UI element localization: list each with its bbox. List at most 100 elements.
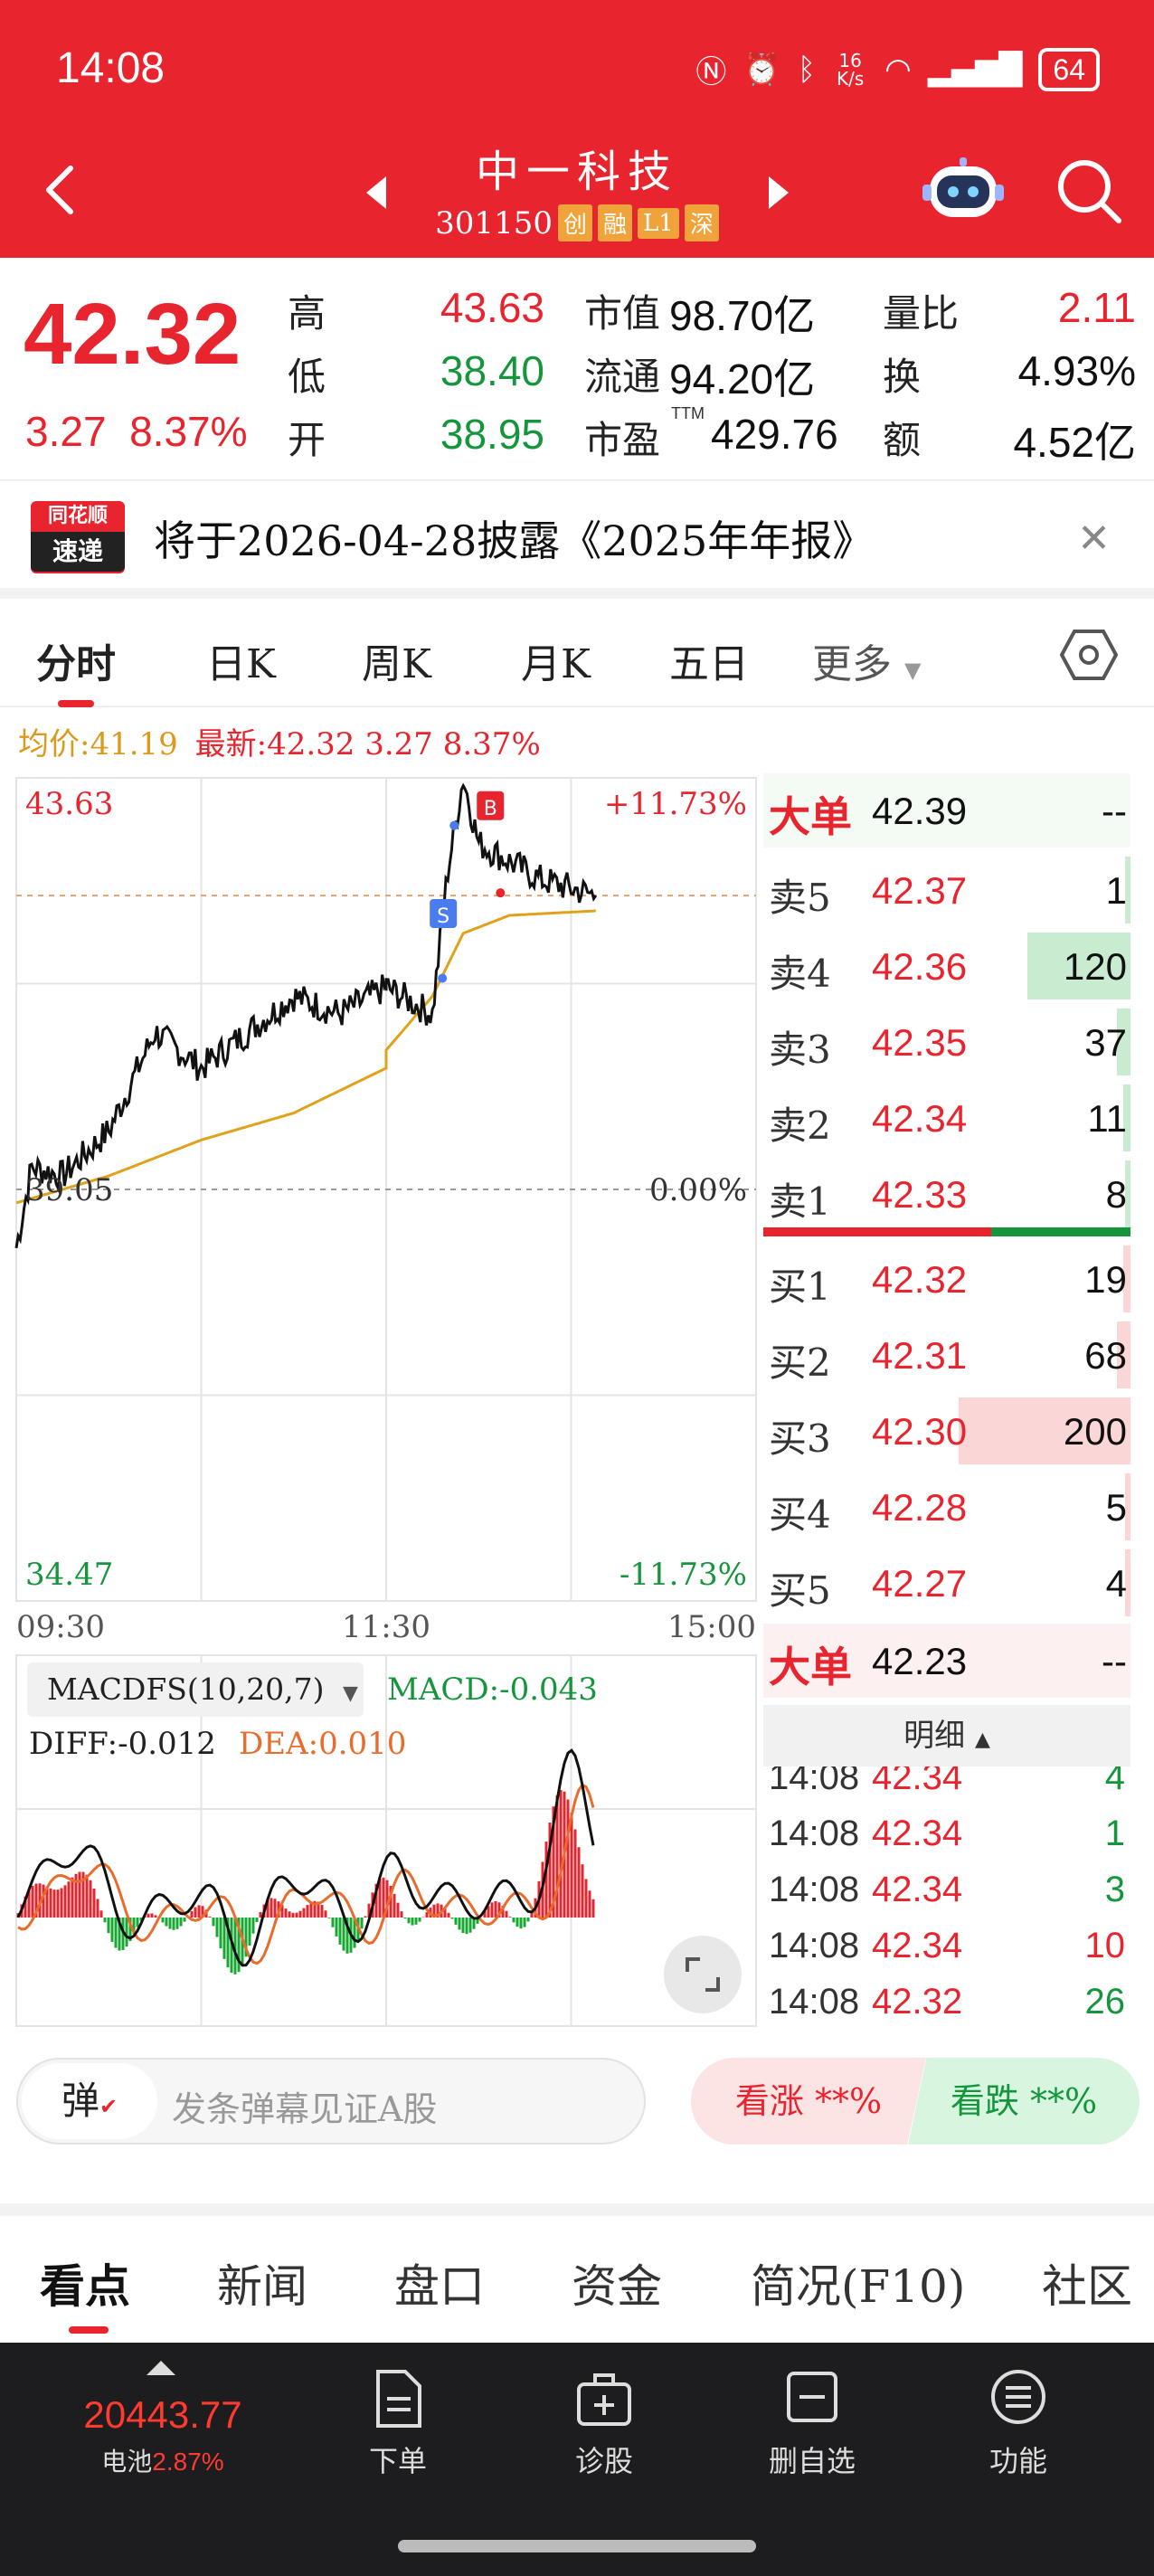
sentiment-vote: 看涨 **% 看跌 **% bbox=[691, 2058, 1140, 2145]
notice-text: 将于2026-04-28披露《2025年年报》 bbox=[154, 516, 875, 565]
expand-up-icon bbox=[147, 2361, 175, 2375]
tab-weekly-k[interactable]: 周K bbox=[362, 641, 431, 687]
next-stock-icon[interactable] bbox=[769, 176, 789, 209]
tick-time: 14:08 bbox=[769, 1870, 860, 1909]
bearish-button[interactable]: 看跌 **% bbox=[908, 2058, 1140, 2145]
bullish-button[interactable]: 看涨 **% bbox=[691, 2058, 926, 2145]
latest-change: 3.27 bbox=[364, 726, 433, 762]
bid-price: 42.31 bbox=[872, 1334, 968, 1377]
danmaku-icon[interactable]: 弹✔ bbox=[22, 2063, 157, 2139]
divider bbox=[0, 588, 1154, 599]
nav-order[interactable]: 下单 bbox=[326, 2368, 470, 2480]
stock-name: 中一科技 bbox=[475, 147, 678, 197]
tick-vol: 1 bbox=[1104, 1814, 1125, 1853]
bid-label: 买2 bbox=[769, 1340, 831, 1385]
bid-price: 42.27 bbox=[872, 1562, 968, 1605]
ask-level-5[interactable]: 卖1 42.33 8 bbox=[763, 1157, 1130, 1231]
ask-vol: 1 bbox=[1105, 869, 1127, 912]
index-pct: 2.87% bbox=[152, 2448, 224, 2476]
bid-level-3[interactable]: 买3 42.30 200 bbox=[763, 1394, 1130, 1468]
detail-toggle[interactable]: 明细 ▲ bbox=[763, 1705, 1130, 1766]
avg-price-series bbox=[15, 909, 596, 1205]
buy-marker bbox=[477, 791, 505, 820]
ask-level-1[interactable]: 卖5 42.37 1 bbox=[763, 853, 1130, 927]
menu-circle-icon bbox=[991, 2370, 1045, 2424]
big-order-vol: -- bbox=[1102, 790, 1127, 832]
big-order-label: 大单 bbox=[769, 792, 852, 841]
big-order-sell[interactable]: 大单 42.39 -- bbox=[763, 773, 1130, 848]
alarm-icon: ⏰ bbox=[743, 51, 781, 88]
tab-daily-k[interactable]: 日K bbox=[206, 641, 276, 687]
prev-stock-icon[interactable] bbox=[366, 176, 386, 209]
sector-index[interactable]: 20443.77 电池2.87% bbox=[54, 2361, 271, 2478]
tab-profile[interactable]: 简况(F10) bbox=[751, 2260, 966, 2313]
tick-vol: 26 bbox=[1084, 1982, 1126, 2022]
tick-row: 14:08 42.34 4 bbox=[763, 1766, 1130, 1806]
amount-value: 4.52亿 bbox=[1013, 419, 1136, 466]
mktcap-label: 市值 bbox=[584, 291, 661, 336]
minus-box-icon bbox=[787, 2372, 837, 2422]
ask-label: 卖2 bbox=[769, 1103, 831, 1148]
latest-price-label: 最新:42.32 bbox=[194, 726, 355, 762]
tab-funds[interactable]: 资金 bbox=[572, 2260, 662, 2313]
bid-level-4[interactable]: 买4 42.28 5 bbox=[763, 1470, 1130, 1544]
ask-level-4[interactable]: 卖2 42.34 11 bbox=[763, 1081, 1130, 1155]
tag-rong: 融 bbox=[597, 204, 632, 242]
ask-price: 42.34 bbox=[872, 1097, 968, 1140]
search-icon[interactable] bbox=[1054, 156, 1126, 228]
close-icon[interactable]: ✕ bbox=[1077, 516, 1111, 562]
stock-code-row: 301150 创 融 L1 深 bbox=[435, 204, 719, 242]
big-order-price: 42.23 bbox=[872, 1640, 968, 1682]
home-indicator[interactable] bbox=[398, 2540, 756, 2552]
bid-level-2[interactable]: 买2 42.31 68 bbox=[763, 1318, 1130, 1392]
tab-intraday[interactable]: 分时 bbox=[36, 631, 116, 707]
bid-vol: 200 bbox=[1063, 1410, 1127, 1453]
intraday-chart[interactable]: B S 43.63 39.05 34.47 +11.73% 0.00% -11.73% 09:3… bbox=[0, 769, 760, 2035]
nav-diagnose[interactable]: 诊股 bbox=[532, 2368, 676, 2480]
buy-marker-label: B bbox=[484, 798, 497, 820]
time-start-label: 09:30 bbox=[16, 1609, 105, 1645]
volume-bar bbox=[1116, 1321, 1130, 1388]
notice-logo-bottom: 速递 bbox=[31, 532, 125, 572]
tick-time: 14:08 bbox=[769, 1926, 860, 1965]
volume-bar bbox=[1027, 933, 1130, 999]
status-bar: 14:08 Ⓝ ⏰ ᛒ 16 K/s ◠ ▂▄▆█ 64 bbox=[0, 0, 1154, 145]
stock-code: 301150 bbox=[435, 204, 553, 242]
tab-five-day[interactable]: 五日 bbox=[669, 641, 749, 687]
tab-orderbook[interactable]: 盘口 bbox=[394, 2260, 485, 2313]
fullscreen-button[interactable] bbox=[664, 1936, 742, 2013]
volume-bar bbox=[1116, 1009, 1130, 1075]
ask-price: 42.33 bbox=[872, 1173, 968, 1216]
turnover-value: 4.93% bbox=[1017, 347, 1136, 394]
back-icon[interactable] bbox=[40, 163, 80, 217]
notice-banner[interactable]: 同花顺 速递 将于2026-04-28披露《2025年年报》 ✕ bbox=[0, 479, 1154, 588]
ask-level-3[interactable]: 卖3 42.35 37 bbox=[763, 1005, 1130, 1079]
tick-time: 14:08 bbox=[769, 1766, 860, 1797]
avg-price-line bbox=[15, 909, 596, 1205]
bid-level-1[interactable]: 买1 42.32 19 bbox=[763, 1242, 1130, 1316]
trade-dot bbox=[496, 888, 506, 898]
high-value: 43.63 bbox=[440, 284, 544, 331]
tab-news[interactable]: 新闻 bbox=[217, 2260, 307, 2313]
tab-community[interactable]: 社区 bbox=[1042, 2260, 1132, 2313]
nav-functions[interactable]: 功能 bbox=[946, 2368, 1091, 2480]
nav-remove-watchlist[interactable]: 删自选 bbox=[740, 2368, 884, 2480]
ask-level-2[interactable]: 卖4 42.36 120 bbox=[763, 929, 1130, 1003]
settings-icon[interactable] bbox=[1060, 626, 1118, 684]
ask-vol: 37 bbox=[1084, 1021, 1127, 1064]
tab-monthly-k[interactable]: 月K bbox=[521, 641, 591, 687]
ratio-green bbox=[990, 1227, 1130, 1236]
macd-selector[interactable]: MACDFS(10,20,7) ▼ bbox=[27, 1662, 364, 1717]
nav-functions-label: 功能 bbox=[988, 2444, 1047, 2478]
big-order-buy[interactable]: 大单 42.23 -- bbox=[763, 1624, 1130, 1698]
diff-line bbox=[16, 1748, 595, 1967]
price-change: 3.27 8.37% bbox=[25, 407, 248, 456]
tab-highlights[interactable]: 看点 bbox=[40, 2250, 130, 2334]
danmaku-input[interactable]: 弹✔ 发条弹幕见证A股 bbox=[16, 2058, 646, 2145]
tab-more[interactable]: 更多 ▼ bbox=[812, 631, 921, 689]
ask-price: 42.35 bbox=[872, 1021, 968, 1064]
volratio-value: 2.11 bbox=[1057, 284, 1136, 331]
tab-more-label: 更多 bbox=[812, 641, 892, 687]
robot-assistant-icon[interactable] bbox=[922, 154, 1004, 226]
bid-level-5[interactable]: 买5 42.27 4 bbox=[763, 1546, 1130, 1620]
